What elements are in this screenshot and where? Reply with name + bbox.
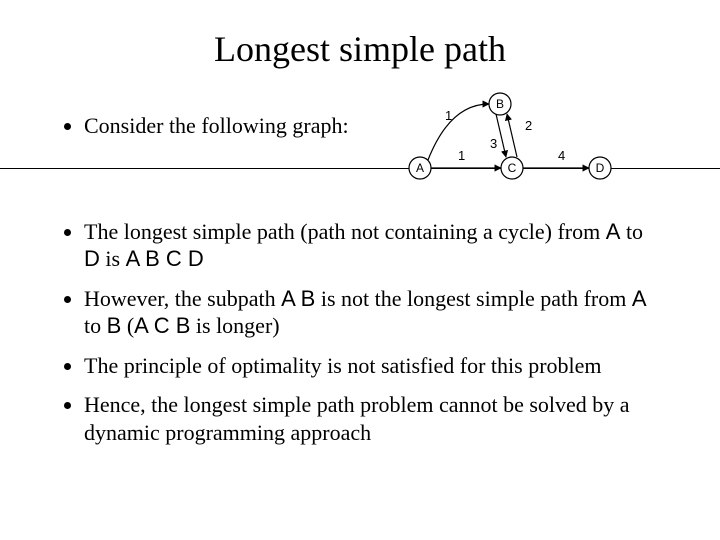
graph-diagram: A B C D 1 1 3 2 4 (390, 86, 650, 186)
edge-AC-label: 1 (458, 148, 465, 163)
b2-path: A B C D (126, 246, 204, 271)
bullet-4: The principle of optimality is not satis… (84, 352, 660, 380)
node-A: A (409, 157, 431, 179)
b2-D: D (84, 246, 100, 271)
node-C: C (501, 157, 523, 179)
node-B-label: B (496, 97, 504, 111)
b3-mid1: is not the longest simple path from (315, 286, 632, 311)
b3-A: A (632, 286, 647, 311)
node-A-label: A (416, 161, 424, 175)
slide: Longest simple path Consider the followi… (0, 0, 720, 540)
b3-ACB: A C B (134, 313, 190, 338)
node-B: B (489, 93, 511, 115)
b3-B: B (107, 313, 122, 338)
page-title: Longest simple path (0, 0, 720, 80)
edge-AB-label: 1 (445, 108, 452, 123)
edge-CB (507, 114, 517, 157)
b3-AB: A B (281, 286, 315, 311)
b2-A: A (606, 219, 621, 244)
edge-BC (496, 114, 506, 157)
edge-CD-label: 4 (558, 148, 565, 163)
edge-CB-label: 2 (525, 118, 532, 133)
node-D: D (589, 157, 611, 179)
bullet-5: Hence, the longest simple path problem c… (84, 391, 660, 446)
b2-mid1: to (620, 219, 643, 244)
b2-pre: The longest simple path (path not contai… (84, 219, 606, 244)
b3-mid3: ( (121, 313, 134, 338)
bullet-2: The longest simple path (path not contai… (84, 218, 660, 273)
edge-BC-label: 3 (490, 136, 497, 151)
node-C-label: C (508, 161, 517, 175)
b3-mid4: is longer) (190, 313, 279, 338)
b2-mid2: is (100, 246, 126, 271)
b3-mid2: to (84, 313, 107, 338)
node-D-label: D (596, 161, 605, 175)
b3-pre: However, the subpath (84, 286, 281, 311)
bullet-3: However, the subpath A B is not the long… (84, 285, 660, 340)
